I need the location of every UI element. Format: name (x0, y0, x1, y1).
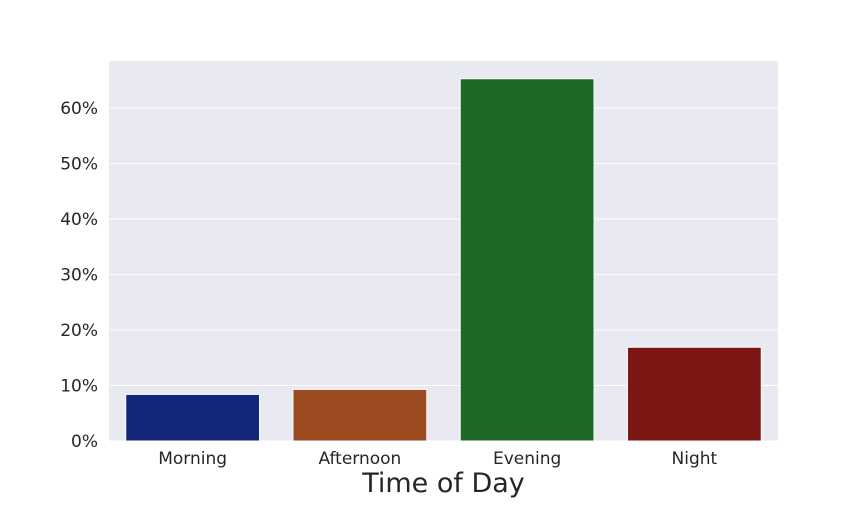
y-tick-label: 60% (60, 99, 98, 119)
bar-evening (459, 78, 595, 442)
bar-afternoon (292, 388, 428, 442)
bars (125, 78, 762, 442)
x-tick-label: Night (672, 449, 718, 469)
y-axis-ticks: 0% 10% 20% 30% 40% 50% 60% (60, 99, 98, 452)
y-tick-label: 30% (60, 266, 98, 286)
x-tick-label: Afternoon (318, 449, 401, 469)
bar-night (626, 346, 762, 442)
y-tick-label: 20% (60, 321, 98, 341)
y-tick-label: 10% (60, 377, 98, 397)
x-tick-label: Evening (493, 449, 561, 469)
x-axis-title: Time of Day (361, 468, 525, 499)
y-tick-label: 40% (60, 210, 98, 230)
bar-morning (125, 393, 261, 442)
y-tick-label: 0% (71, 432, 98, 452)
x-tick-label: Morning (158, 449, 227, 469)
y-tick-label: 50% (60, 155, 98, 175)
x-axis-ticks: Morning Afternoon Evening Night (158, 449, 717, 469)
